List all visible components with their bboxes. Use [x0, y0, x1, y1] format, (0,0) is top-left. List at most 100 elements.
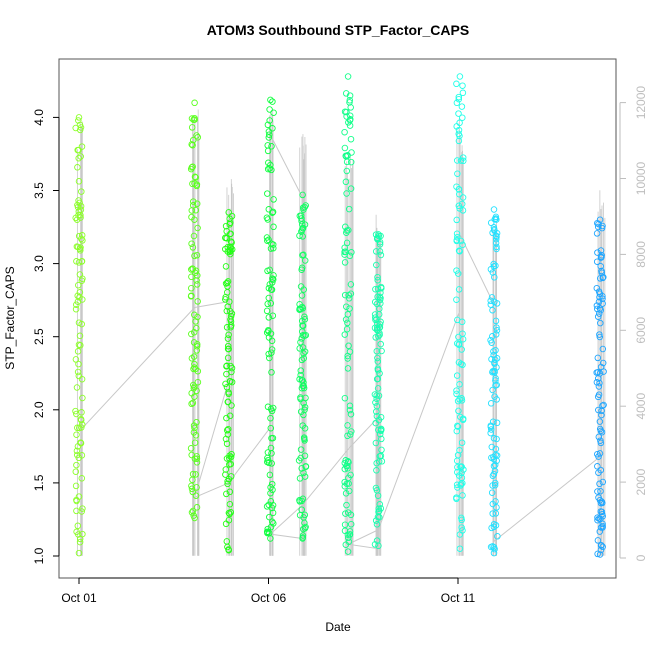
series-6-point [377, 413, 385, 421]
series-3-point [266, 106, 273, 113]
series-1-point [192, 492, 200, 499]
series-4-point [296, 511, 304, 519]
series-4-point [297, 338, 304, 346]
series-8-point [492, 331, 500, 338]
series-9-point [594, 516, 601, 524]
series-4-point [300, 411, 307, 419]
series-7-point [455, 202, 463, 210]
series-3-point [267, 484, 274, 491]
series-1-point [191, 364, 198, 371]
series-8-point [493, 300, 501, 307]
series-5-point [345, 119, 352, 126]
x-axis: Oct 01 Oct 06 Oct 11 [61, 577, 476, 605]
series-8-point [491, 481, 499, 489]
series-3-point [268, 337, 276, 345]
series-3-point [266, 354, 273, 362]
series-5-point [344, 319, 351, 327]
series-2-point [224, 342, 232, 350]
series-7-point [453, 237, 460, 245]
series-8-point [489, 510, 496, 517]
series-5-point [343, 325, 351, 333]
y2-tick-label: 2000 [634, 468, 648, 495]
series-0-point [76, 121, 84, 129]
series-5-point [347, 185, 355, 192]
series-5-point [344, 432, 351, 440]
series-0-point [76, 289, 84, 296]
series-6-point [374, 273, 381, 281]
series-1-point [191, 424, 198, 432]
series-6-point [373, 487, 381, 494]
series-7-point [457, 482, 464, 489]
series-3-point [268, 407, 276, 415]
y2-tick-label: 10000 [634, 161, 648, 195]
series-3-point [269, 209, 276, 216]
series-1-point [191, 514, 198, 522]
series-6-point [372, 248, 380, 255]
series-3-point [264, 300, 271, 308]
series-6-point [375, 231, 382, 238]
series-0-point [77, 415, 85, 423]
series-3-point [266, 513, 273, 521]
series-8-point [493, 435, 500, 443]
series-8-point [489, 306, 496, 314]
series-1-point [189, 399, 197, 407]
series-1-point [192, 174, 199, 181]
series-6-point [378, 435, 385, 443]
series-2-point [223, 455, 231, 462]
series-9-point [594, 463, 601, 470]
series-0-point [77, 202, 85, 210]
series-0-point [77, 244, 84, 251]
series-4-point [297, 283, 305, 290]
series-8-point [493, 324, 500, 331]
series-3-point [265, 206, 273, 213]
series-3-point [267, 414, 274, 422]
series-3-point [263, 214, 271, 221]
series-8-point [491, 461, 499, 469]
series-9-point [599, 345, 607, 353]
series-2-point [224, 278, 232, 285]
series-0-point [75, 114, 83, 121]
series-3-point [268, 369, 275, 376]
series-2-point [227, 250, 234, 258]
series-8-point [493, 327, 501, 334]
series-2-point [224, 279, 231, 287]
series-0-point [75, 549, 83, 557]
series-5-point [342, 457, 349, 464]
series-7-point [459, 82, 466, 89]
series-3-point [265, 159, 272, 167]
series-4-point [299, 322, 306, 329]
series-3-point [264, 267, 271, 275]
x-tick-label: Oct 06 [251, 591, 287, 605]
series-4-point [299, 224, 307, 232]
series-7-point [455, 341, 463, 348]
series-1-point [193, 387, 200, 395]
series-9-point [598, 224, 606, 232]
series-1-point [190, 365, 197, 373]
series-6-point [378, 284, 385, 292]
series-1-point [191, 216, 198, 223]
series-9-point [595, 469, 602, 476]
series-7-point [459, 89, 467, 97]
series-1-point [194, 272, 201, 279]
series-8-point [491, 479, 499, 487]
series-9-point [595, 433, 603, 441]
series-8-point [490, 549, 498, 557]
series-3-point [266, 471, 274, 479]
series-3-point [270, 109, 277, 116]
series-5-point [347, 104, 354, 111]
series-1-point [193, 455, 201, 462]
series-7-point [456, 447, 463, 454]
series-5-point [346, 406, 354, 414]
series-4-point [298, 266, 305, 273]
series-0-point [74, 424, 81, 432]
series-3-point [268, 450, 275, 457]
series-4-point [300, 350, 307, 357]
trend-line [78, 134, 601, 550]
series-7-point [454, 397, 462, 405]
series-7-point [453, 99, 461, 107]
series-4-point [296, 375, 303, 383]
series-1-point [188, 124, 196, 131]
series-5-point [348, 428, 355, 435]
series-8-point [487, 429, 494, 437]
series-3-point [264, 237, 271, 244]
